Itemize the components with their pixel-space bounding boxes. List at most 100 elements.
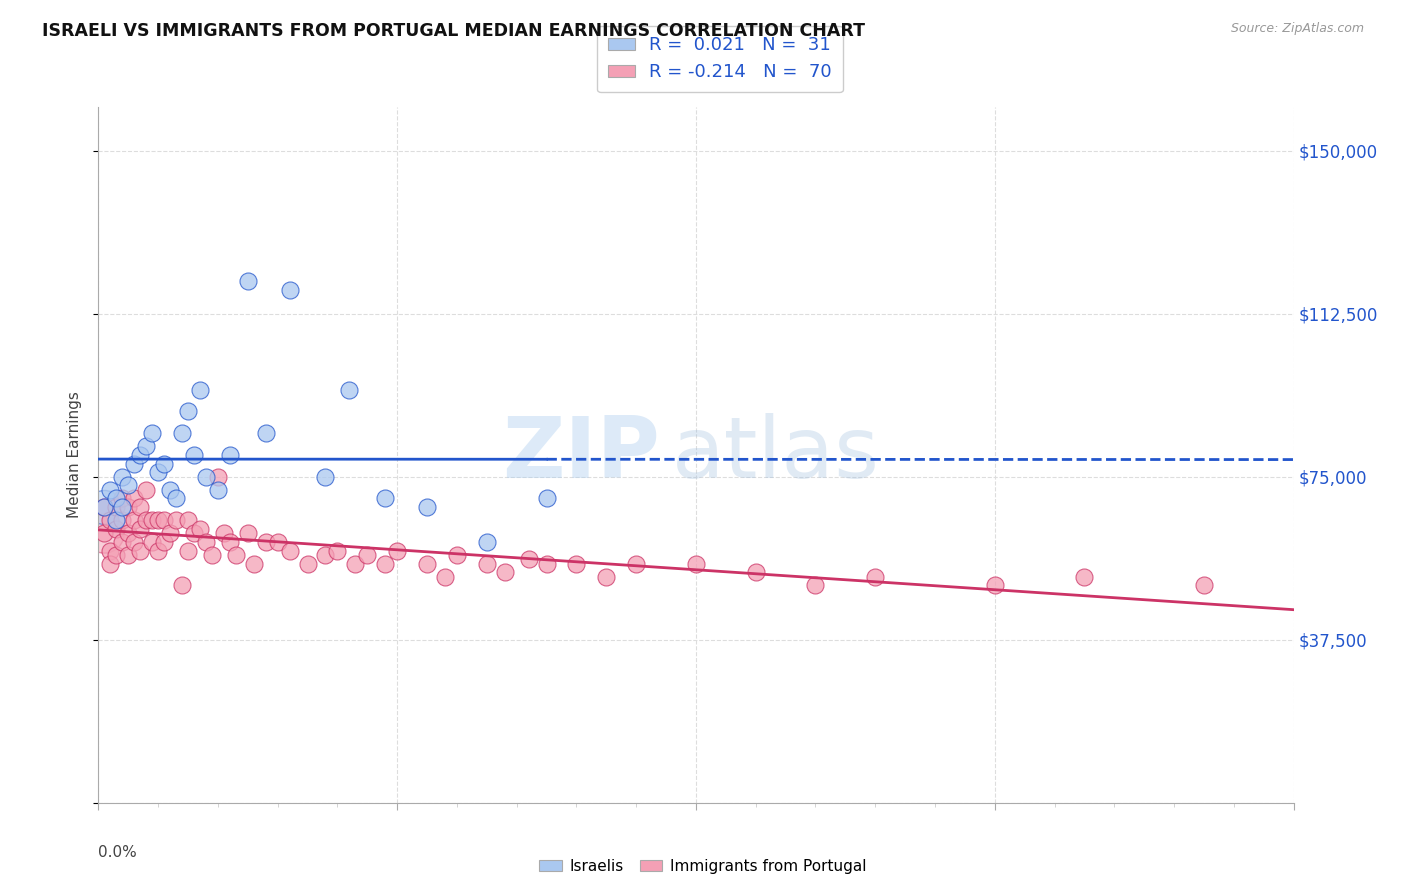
Point xyxy=(267,534,290,549)
Point xyxy=(626,557,648,571)
Point xyxy=(1192,578,1215,592)
Point xyxy=(172,426,194,441)
Text: Source: ZipAtlas.com: Source: ZipAtlas.com xyxy=(1230,22,1364,36)
Point xyxy=(141,534,163,549)
Point xyxy=(124,457,146,471)
Point xyxy=(148,513,170,527)
Point xyxy=(129,543,152,558)
Point xyxy=(98,513,122,527)
Text: ZIP: ZIP xyxy=(502,413,661,497)
Point xyxy=(225,548,247,562)
Point xyxy=(254,426,277,441)
Point xyxy=(177,404,200,418)
Point xyxy=(595,570,617,584)
Point xyxy=(326,543,349,558)
Point xyxy=(565,557,588,571)
Point xyxy=(339,383,361,397)
Y-axis label: Median Earnings: Median Earnings xyxy=(67,392,83,518)
Point xyxy=(446,548,468,562)
Point xyxy=(117,478,139,492)
Point xyxy=(172,578,194,592)
Point xyxy=(111,469,134,483)
Point xyxy=(153,513,176,527)
Point xyxy=(129,448,152,462)
Point xyxy=(141,513,163,527)
Point xyxy=(236,274,259,288)
Point xyxy=(219,534,242,549)
Text: ISRAELI VS IMMIGRANTS FROM PORTUGAL MEDIAN EARNINGS CORRELATION CHART: ISRAELI VS IMMIGRANTS FROM PORTUGAL MEDI… xyxy=(42,22,865,40)
Point xyxy=(148,543,170,558)
Point xyxy=(93,526,115,541)
Point xyxy=(124,513,146,527)
Point xyxy=(344,557,367,571)
Point xyxy=(183,448,205,462)
Point xyxy=(243,557,266,571)
Point xyxy=(177,513,200,527)
Point xyxy=(517,552,540,566)
Point xyxy=(745,566,768,580)
Point xyxy=(278,543,301,558)
Point xyxy=(135,483,157,497)
Point xyxy=(105,513,128,527)
Point xyxy=(117,548,139,562)
Point xyxy=(236,526,259,541)
Point xyxy=(165,513,187,527)
Point xyxy=(201,548,224,562)
Point xyxy=(315,548,337,562)
Point xyxy=(124,534,146,549)
Point xyxy=(207,483,229,497)
Point xyxy=(129,500,152,514)
Point xyxy=(98,557,122,571)
Legend: R =  0.021   N =  31, R = -0.214   N =  70: R = 0.021 N = 31, R = -0.214 N = 70 xyxy=(598,26,842,92)
Point xyxy=(475,557,498,571)
Point xyxy=(195,534,218,549)
Text: atlas: atlas xyxy=(672,413,880,497)
Point xyxy=(183,526,205,541)
Point xyxy=(159,526,181,541)
Point xyxy=(804,578,827,592)
Point xyxy=(188,522,211,536)
Point xyxy=(93,500,115,514)
Point xyxy=(356,548,378,562)
Point xyxy=(165,491,187,506)
Point xyxy=(105,522,128,536)
Point xyxy=(536,491,558,506)
Point xyxy=(374,491,396,506)
Point xyxy=(105,491,128,506)
Point xyxy=(93,500,115,514)
Point xyxy=(124,491,146,506)
Point xyxy=(129,522,152,536)
Point xyxy=(153,534,176,549)
Point xyxy=(254,534,277,549)
Point xyxy=(416,500,439,514)
Point xyxy=(141,426,163,441)
Point xyxy=(212,526,235,541)
Point xyxy=(105,548,128,562)
Point xyxy=(111,534,134,549)
Legend: Israelis, Immigrants from Portugal: Israelis, Immigrants from Portugal xyxy=(533,853,873,880)
Point xyxy=(117,526,139,541)
Point xyxy=(177,543,200,558)
Point xyxy=(278,283,301,297)
Point xyxy=(135,513,157,527)
Point xyxy=(685,557,707,571)
Point xyxy=(536,557,558,571)
Point xyxy=(297,557,319,571)
Point xyxy=(98,483,122,497)
Point xyxy=(111,513,134,527)
Point xyxy=(219,448,242,462)
Point xyxy=(153,457,176,471)
Point xyxy=(105,500,128,514)
Point xyxy=(98,543,122,558)
Point xyxy=(385,543,409,558)
Point xyxy=(1073,570,1095,584)
Point xyxy=(111,500,134,514)
Point xyxy=(159,483,181,497)
Point xyxy=(195,469,218,483)
Point xyxy=(148,466,170,480)
Point xyxy=(315,469,337,483)
Point xyxy=(984,578,1007,592)
Point xyxy=(494,566,516,580)
Point xyxy=(416,557,439,571)
Point xyxy=(117,500,139,514)
